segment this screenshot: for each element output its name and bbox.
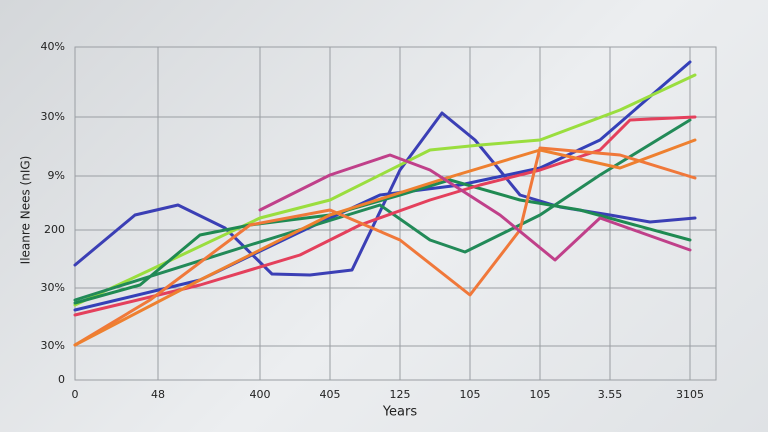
y-tick-label: 200: [44, 223, 65, 236]
x-tick-label: 3.55: [598, 388, 623, 401]
x-tick-label: 405: [320, 388, 341, 401]
line: [73, 115, 697, 317]
x-tick-label: 105: [530, 388, 551, 401]
y-tick-label: 0: [58, 373, 65, 386]
line: [73, 146, 697, 347]
line: [73, 60, 692, 312]
y-tick-label: 30%: [41, 281, 65, 294]
x-tick-label: 48: [151, 388, 165, 401]
y-tick-label: 9%: [48, 169, 65, 182]
x-tick-label: 3105: [676, 388, 704, 401]
x-tick-label: 105: [460, 388, 481, 401]
x-axis-label: Years: [382, 405, 418, 420]
y-tick-label: 30%: [41, 110, 65, 123]
line: [73, 138, 697, 347]
line: [73, 73, 697, 307]
y-axis-label: Ileanre Nees (nIG): [19, 156, 33, 265]
line: [258, 153, 692, 262]
x-tick-label: 125: [390, 388, 411, 401]
x-tick-label: 400: [250, 388, 271, 401]
line: [73, 118, 692, 302]
y-tick-label: 30%: [41, 339, 65, 352]
x-tick-label: 0: [72, 388, 79, 401]
y-tick-label: 40%: [41, 40, 65, 53]
